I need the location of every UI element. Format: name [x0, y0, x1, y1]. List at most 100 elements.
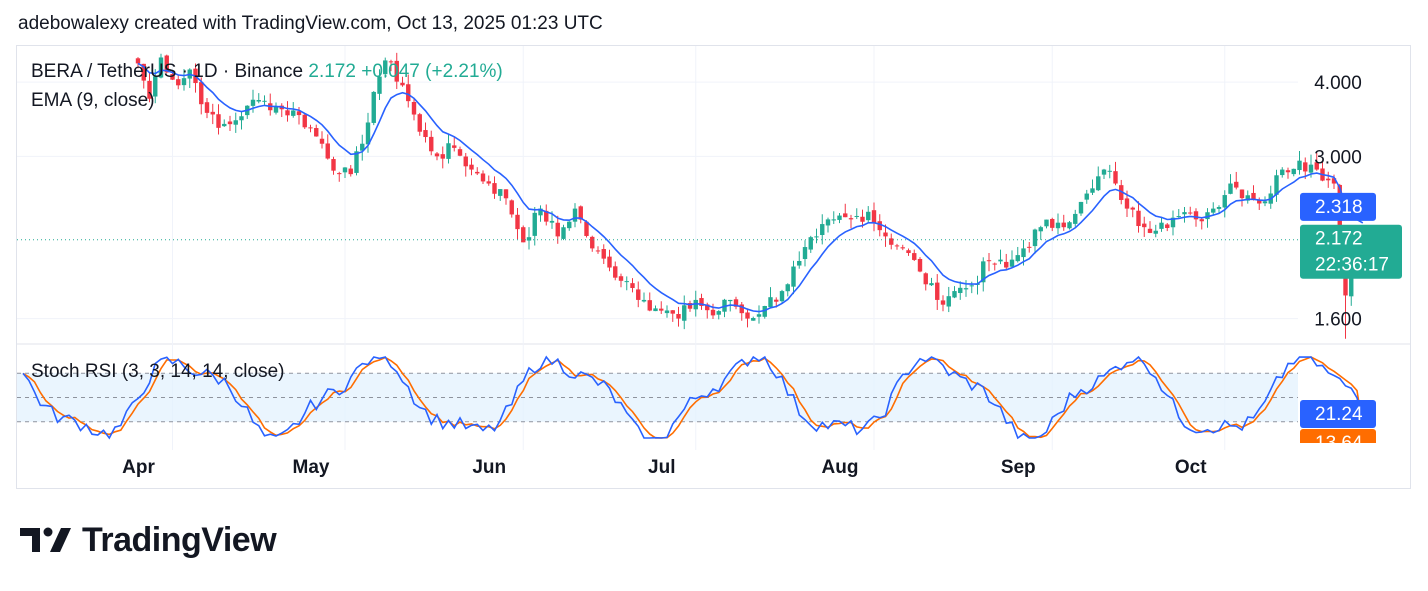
candle-body	[1314, 162, 1319, 170]
candle-body	[204, 102, 210, 113]
candle-body	[331, 159, 336, 171]
candle-body	[797, 260, 802, 266]
candle-body	[607, 256, 612, 268]
candle-body	[1009, 259, 1015, 267]
candle-body	[314, 128, 319, 137]
candle-body	[1142, 223, 1147, 228]
candle-body	[1297, 160, 1302, 171]
candle-body	[578, 206, 583, 220]
candle-body	[1188, 212, 1193, 214]
chart-caption: adebowalexy created with TradingView.com…	[18, 13, 603, 34]
candle-body	[940, 300, 946, 305]
candle-body	[250, 99, 256, 106]
candle-body	[1124, 198, 1130, 209]
candle-body	[854, 215, 859, 217]
candle-body	[877, 221, 882, 231]
candle-body	[1073, 213, 1078, 224]
chart-frame[interactable]	[16, 45, 1411, 489]
candle-body	[1216, 207, 1222, 209]
candle-body	[768, 297, 773, 308]
candle-body	[285, 110, 290, 116]
candle-body	[981, 261, 986, 283]
candle-body	[469, 164, 474, 170]
tradingview-logo-icon	[20, 527, 71, 552]
price-tick-label: 3.000	[1314, 147, 1362, 168]
candle-body	[434, 153, 440, 157]
candle-body	[515, 214, 520, 230]
candle-body	[509, 200, 514, 215]
candle-body	[1004, 261, 1009, 268]
candle-body	[670, 310, 675, 314]
candle-body	[659, 308, 664, 311]
stoch-legend: Stoch RSI (3, 3, 14, 14, close)	[31, 361, 285, 382]
price-change-value: +0.047 (+2.21%)	[361, 61, 503, 82]
candle-body	[452, 145, 457, 148]
candle-body	[141, 63, 146, 81]
candle-body	[762, 305, 767, 317]
candle-body	[1090, 188, 1095, 193]
price-tick-label: 4.000	[1314, 73, 1362, 94]
candle-body	[728, 299, 733, 302]
candle-body	[388, 61, 394, 63]
candle-body	[394, 60, 399, 82]
candle-body	[480, 173, 486, 182]
candle-body	[526, 237, 532, 241]
candle-body	[1147, 228, 1153, 233]
candle-body	[429, 136, 434, 152]
candle-body	[354, 151, 359, 173]
candle-body	[820, 224, 825, 235]
time-tick-label: Jul	[648, 457, 675, 478]
stoch-k-line	[22, 355, 1364, 440]
candle-body	[998, 259, 1003, 262]
candle-body	[837, 215, 842, 220]
candle-body	[532, 212, 537, 236]
candle-body	[917, 258, 923, 272]
time-tick-label: Jun	[472, 457, 506, 478]
candle-body	[153, 76, 158, 97]
k-badge-bg	[1300, 400, 1376, 428]
candle-body	[365, 122, 371, 145]
candle-body	[400, 82, 405, 86]
candle-body	[693, 299, 698, 310]
candle-body	[595, 250, 601, 252]
candles	[135, 52, 1365, 339]
candle-body	[860, 216, 865, 222]
ema-badge-bg	[1300, 192, 1376, 221]
candle-body	[664, 310, 670, 314]
candle-body	[843, 213, 848, 218]
candle-body	[176, 79, 181, 86]
candle-body	[521, 227, 526, 243]
candle-body	[745, 312, 750, 319]
candle-body	[572, 208, 578, 222]
candle-body	[273, 106, 279, 113]
candle-body	[791, 266, 796, 287]
candle-body	[1280, 169, 1285, 176]
candle-body	[1044, 219, 1049, 227]
candle-body	[383, 60, 388, 75]
last-price-value: 2.172	[308, 61, 356, 82]
candle-body	[1084, 193, 1089, 200]
candle-body	[291, 110, 296, 116]
candle-body	[492, 183, 497, 194]
candle-body	[1032, 229, 1038, 247]
ema-legend: EMA (9, close)	[31, 90, 155, 111]
candle-body	[308, 127, 313, 129]
candle-body	[1113, 171, 1118, 184]
candle-body	[216, 114, 221, 128]
tradingview-logo[interactable]: TradingView	[20, 520, 277, 560]
candle-body	[739, 304, 744, 314]
candle-body	[457, 149, 463, 156]
candle-body	[653, 308, 658, 312]
symbol-legend: BERA / TetherUS · 1D · Binance 2.172 +0.…	[31, 61, 503, 83]
candle-body	[906, 250, 911, 254]
candle-body	[222, 123, 227, 127]
candle-body	[929, 283, 934, 286]
candle-body	[808, 237, 813, 250]
candle-body	[406, 84, 411, 102]
candle-body	[377, 76, 382, 94]
candle-body	[503, 189, 509, 199]
axis-mask	[1298, 443, 1410, 488]
candle-body	[710, 309, 716, 316]
candle-body	[411, 101, 417, 115]
